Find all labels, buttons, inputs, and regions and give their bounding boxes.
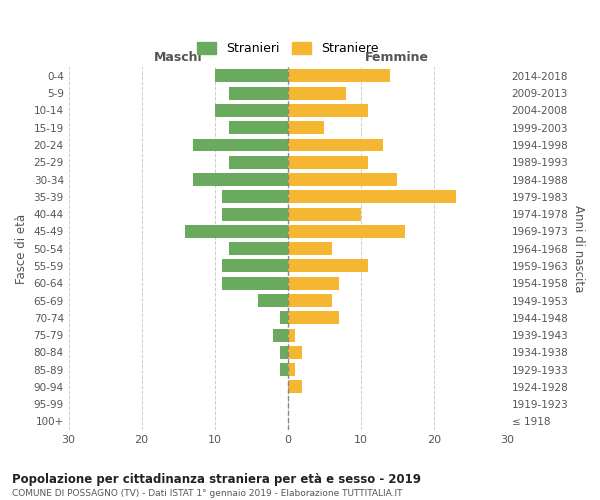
Bar [287, 242, 331, 255]
Bar [222, 190, 287, 203]
Y-axis label: Fasce di età: Fasce di età [15, 214, 28, 284]
Bar [287, 208, 361, 220]
Bar [229, 122, 287, 134]
Bar [280, 346, 287, 359]
Bar [287, 190, 455, 203]
Bar [287, 86, 346, 100]
Bar [229, 86, 287, 100]
Bar [287, 346, 302, 359]
Bar [229, 242, 287, 255]
Bar [280, 312, 287, 324]
Legend: Stranieri, Straniere: Stranieri, Straniere [192, 37, 383, 60]
Bar [287, 260, 368, 272]
Text: COMUNE DI POSSAGNO (TV) - Dati ISTAT 1° gennaio 2019 - Elaborazione TUTTITALIA.I: COMUNE DI POSSAGNO (TV) - Dati ISTAT 1° … [12, 489, 403, 498]
Bar [287, 122, 324, 134]
Y-axis label: Anni di nascita: Anni di nascita [572, 205, 585, 292]
Bar [287, 138, 383, 151]
Bar [222, 260, 287, 272]
Text: Popolazione per cittadinanza straniera per età e sesso - 2019: Popolazione per cittadinanza straniera p… [12, 472, 421, 486]
Bar [273, 328, 287, 342]
Bar [222, 208, 287, 220]
Bar [193, 173, 287, 186]
Bar [287, 104, 368, 117]
Text: Maschi: Maschi [154, 50, 202, 64]
Bar [287, 294, 331, 307]
Bar [287, 156, 368, 169]
Bar [215, 104, 287, 117]
Text: Femmine: Femmine [365, 50, 429, 64]
Bar [229, 156, 287, 169]
Bar [287, 277, 339, 289]
Bar [287, 173, 397, 186]
Bar [287, 70, 390, 82]
Bar [287, 380, 302, 394]
Bar [287, 328, 295, 342]
Bar [193, 138, 287, 151]
Bar [215, 70, 287, 82]
Bar [222, 277, 287, 289]
Bar [280, 363, 287, 376]
Bar [259, 294, 287, 307]
Bar [287, 312, 339, 324]
Bar [185, 225, 287, 238]
Bar [287, 363, 295, 376]
Bar [287, 225, 404, 238]
